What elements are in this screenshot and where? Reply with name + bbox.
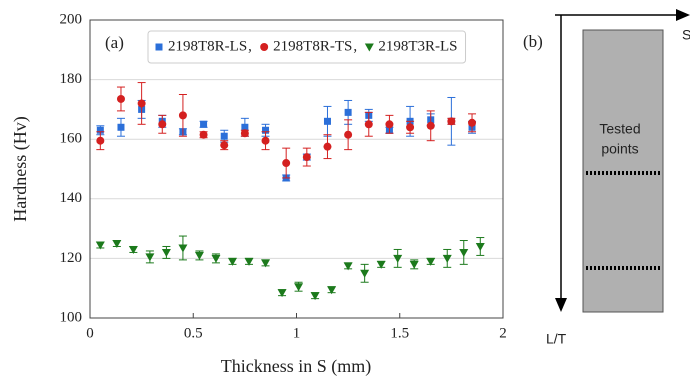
- series: [95, 235, 485, 301]
- marker: [409, 260, 419, 269]
- marker: [393, 254, 403, 263]
- marker: [95, 241, 105, 250]
- marker: [294, 283, 304, 292]
- legend: 2198T8R-LS, 2198T8R-TS, 2198T3R-LS: [147, 30, 467, 64]
- marker: [178, 111, 187, 120]
- marker: [155, 43, 163, 51]
- marker: [128, 245, 138, 254]
- marker: [211, 254, 221, 263]
- legend-label: 2198T8R-LS: [168, 38, 247, 54]
- s-label: S: [682, 27, 690, 43]
- marker: [277, 289, 287, 298]
- y-tick-label: 160: [60, 131, 83, 147]
- panel-label: (b): [523, 32, 543, 51]
- marker: [426, 121, 435, 130]
- diagram-panel: (b) S L/T Tested points: [523, 9, 690, 347]
- marker: [244, 257, 254, 266]
- series: [96, 82, 477, 179]
- marker: [240, 129, 249, 138]
- marker: [194, 251, 204, 260]
- x-tick-label: 1: [293, 325, 301, 341]
- x-tick-label: 2: [499, 325, 507, 341]
- lt-arrowhead: [555, 298, 567, 312]
- marker: [376, 260, 386, 269]
- marker: [447, 117, 456, 126]
- legend-label: 2198T3R-LS: [378, 38, 457, 54]
- marker: [426, 257, 436, 266]
- legend-separator: ,: [353, 38, 357, 54]
- marker: [261, 259, 271, 268]
- marker: [364, 120, 373, 129]
- marker: [323, 142, 332, 151]
- marker: [343, 262, 353, 271]
- region-text: Tested: [599, 121, 640, 137]
- y-tick-label: 100: [60, 309, 83, 325]
- marker: [116, 94, 125, 103]
- marker: [406, 123, 415, 132]
- y-tick-label: 120: [60, 250, 83, 266]
- s-arrowhead: [676, 9, 690, 21]
- x-tick-label: 0.5: [184, 325, 203, 341]
- marker: [117, 123, 125, 131]
- x-tick-label: 1.5: [390, 325, 409, 341]
- marker: [145, 253, 155, 262]
- marker: [96, 126, 104, 134]
- marker: [137, 99, 146, 108]
- plot-frame: [89, 19, 504, 319]
- marker: [282, 159, 291, 168]
- region-text: points: [601, 141, 638, 157]
- marker: [220, 132, 228, 140]
- marker: [200, 120, 208, 128]
- legend-label: 2198T8R-TS: [273, 38, 352, 54]
- marker: [227, 257, 237, 266]
- marker: [178, 244, 188, 253]
- marker: [360, 269, 370, 278]
- y-axis-label: Hardness (Hv): [10, 116, 31, 221]
- marker: [385, 120, 394, 129]
- y-tick-label: 180: [60, 71, 83, 87]
- marker: [261, 136, 270, 145]
- marker: [459, 248, 469, 257]
- marker: [475, 242, 485, 251]
- marker: [344, 108, 352, 116]
- marker: [158, 120, 167, 129]
- y-tick-label: 140: [60, 190, 83, 206]
- panel-label: (a): [105, 33, 124, 52]
- marker: [344, 130, 353, 139]
- marker: [327, 286, 337, 295]
- marker: [364, 43, 374, 52]
- marker: [310, 292, 320, 301]
- marker: [260, 43, 269, 51]
- marker: [262, 126, 270, 134]
- x-tick-label: 0: [86, 325, 94, 341]
- lt-label: L/T: [546, 331, 567, 347]
- legend-box: [147, 30, 467, 64]
- marker: [199, 130, 208, 139]
- marker: [220, 141, 229, 150]
- marker: [112, 240, 122, 248]
- y-tick-label: 200: [60, 11, 83, 27]
- legend-separator: ,: [248, 38, 252, 54]
- marker: [302, 153, 311, 162]
- marker: [442, 254, 452, 263]
- marker: [96, 136, 105, 145]
- marker: [161, 248, 171, 257]
- marker: [468, 118, 477, 127]
- marker: [241, 123, 249, 131]
- x-axis-label: Thickness in S (mm): [221, 356, 372, 377]
- marker: [323, 117, 331, 125]
